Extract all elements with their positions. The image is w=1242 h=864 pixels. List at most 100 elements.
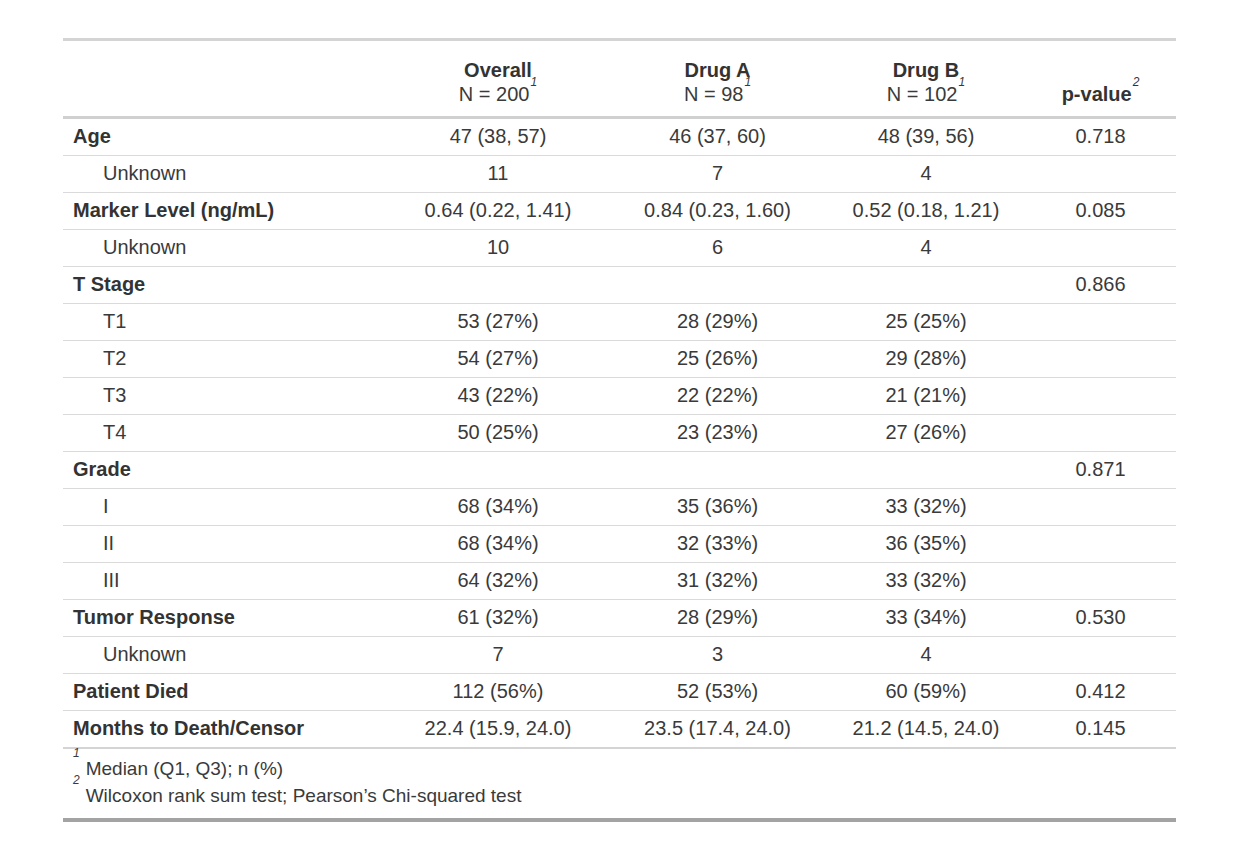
cell-drug_b xyxy=(827,267,1025,304)
cell-drug_b: 33 (32%) xyxy=(827,563,1025,600)
cell-drug_a: 23.5 (17.4, 24.0) xyxy=(608,711,827,749)
cell-drug_b: 48 (39, 56) xyxy=(827,118,1025,156)
cell-drug_b: 33 (34%) xyxy=(827,600,1025,637)
cell-drug_a: 7 xyxy=(608,156,827,193)
row-label: T3 xyxy=(63,378,388,415)
cell-drug_b: 60 (59%) xyxy=(827,674,1025,711)
cell-drug_a: 35 (36%) xyxy=(608,489,827,526)
table-row: Months to Death/Censor22.4 (15.9, 24.0)2… xyxy=(63,711,1176,749)
cell-overall: 68 (34%) xyxy=(388,489,608,526)
table-row: Grade0.871 xyxy=(63,452,1176,489)
cell-p_value: 0.145 xyxy=(1025,711,1176,749)
column-title-text: Drug B xyxy=(893,59,960,81)
table-row: I68 (34%)35 (36%)33 (32%) xyxy=(63,489,1176,526)
cell-p_value xyxy=(1025,637,1176,674)
cell-drug_b: 36 (35%) xyxy=(827,526,1025,563)
cell-p_value xyxy=(1025,563,1176,600)
cell-drug_b: 33 (32%) xyxy=(827,489,1025,526)
row-label: Months to Death/Censor xyxy=(63,711,388,749)
cell-p_value xyxy=(1025,230,1176,267)
cell-overall: 22.4 (15.9, 24.0) xyxy=(388,711,608,749)
table-row: T450 (25%)23 (23%)27 (26%) xyxy=(63,415,1176,452)
row-label: T1 xyxy=(63,304,388,341)
row-label: III xyxy=(63,563,388,600)
row-label: Tumor Response xyxy=(63,600,388,637)
header-row: OverallN = 2001Drug AN = 981Drug BN = 10… xyxy=(63,40,1176,118)
summary-table: OverallN = 2001Drug AN = 981Drug BN = 10… xyxy=(63,38,1176,822)
cell-drug_a: 22 (22%) xyxy=(608,378,827,415)
cell-drug_b: 0.52 (0.18, 1.21) xyxy=(827,193,1025,230)
cell-p_value: 0.412 xyxy=(1025,674,1176,711)
footnote: 1Median (Q1, Q3); n (%) xyxy=(73,755,1166,782)
cell-p_value xyxy=(1025,526,1176,563)
table-header: OverallN = 2001Drug AN = 981Drug BN = 10… xyxy=(63,40,1176,118)
cell-drug_a: 3 xyxy=(608,637,827,674)
row-label: Age xyxy=(63,118,388,156)
table-row: Marker Level (ng/mL)0.64 (0.22, 1.41)0.8… xyxy=(63,193,1176,230)
row-label: Unknown xyxy=(63,637,388,674)
column-subtitle: N = 2001 xyxy=(398,83,598,106)
row-label: T2 xyxy=(63,341,388,378)
cell-drug_b: 27 (26%) xyxy=(827,415,1025,452)
cell-overall: 47 (38, 57) xyxy=(388,118,608,156)
footnote-text: Median (Q1, Q3); n (%) xyxy=(86,758,283,779)
cell-p_value xyxy=(1025,304,1176,341)
column-header-drug_b: Drug BN = 1021 xyxy=(827,40,1025,118)
cell-drug_a: 46 (37, 60) xyxy=(608,118,827,156)
cell-drug_b: 21.2 (14.5, 24.0) xyxy=(827,711,1025,749)
cell-overall: 50 (25%) xyxy=(388,415,608,452)
cell-p_value: 0.530 xyxy=(1025,600,1176,637)
cell-drug_b: 4 xyxy=(827,230,1025,267)
column-subtitle: N = 1021 xyxy=(837,83,1015,106)
column-header-p_value: p-value2 xyxy=(1025,40,1176,118)
table-row: T254 (27%)25 (26%)29 (28%) xyxy=(63,341,1176,378)
table-row: Tumor Response61 (32%)28 (29%)33 (34%)0.… xyxy=(63,600,1176,637)
footnote-row: 1Median (Q1, Q3); n (%)2Wilcoxon rank su… xyxy=(63,748,1176,820)
footnote-mark: 1 xyxy=(744,75,751,89)
cell-p_value: 0.085 xyxy=(1025,193,1176,230)
cell-drug_a: 32 (33%) xyxy=(608,526,827,563)
footnote-mark: 1 xyxy=(530,75,537,89)
cell-p_value xyxy=(1025,415,1176,452)
cell-overall: 61 (32%) xyxy=(388,600,608,637)
table-footer: 1Median (Q1, Q3); n (%)2Wilcoxon rank su… xyxy=(63,748,1176,820)
footnote-text: Wilcoxon rank sum test; Pearson’s Chi-sq… xyxy=(86,785,522,806)
cell-drug_a: 28 (29%) xyxy=(608,304,827,341)
table-body: Age47 (38, 57)46 (37, 60)48 (39, 56)0.71… xyxy=(63,118,1176,749)
footnote-mark: 1 xyxy=(958,75,965,89)
row-label: Patient Died xyxy=(63,674,388,711)
table-row: Age47 (38, 57)46 (37, 60)48 (39, 56)0.71… xyxy=(63,118,1176,156)
table-row: T Stage0.866 xyxy=(63,267,1176,304)
cell-overall: 112 (56%) xyxy=(388,674,608,711)
cell-p_value xyxy=(1025,489,1176,526)
row-label: I xyxy=(63,489,388,526)
cell-overall: 11 xyxy=(388,156,608,193)
footnote-mark: 2 xyxy=(73,773,80,787)
column-title: Drug A xyxy=(618,59,817,82)
cell-p_value xyxy=(1025,156,1176,193)
row-label: T Stage xyxy=(63,267,388,304)
table-row: II68 (34%)32 (33%)36 (35%) xyxy=(63,526,1176,563)
row-label: Unknown xyxy=(63,156,388,193)
cell-overall: 54 (27%) xyxy=(388,341,608,378)
row-label: Grade xyxy=(63,452,388,489)
cell-overall: 53 (27%) xyxy=(388,304,608,341)
cell-drug_b xyxy=(827,452,1025,489)
cell-drug_b: 4 xyxy=(827,156,1025,193)
cell-overall: 64 (32%) xyxy=(388,563,608,600)
cell-drug_a: 28 (29%) xyxy=(608,600,827,637)
footnote-mark: 1 xyxy=(73,746,80,760)
cell-p_value: 0.718 xyxy=(1025,118,1176,156)
cell-overall xyxy=(388,452,608,489)
column-header-label xyxy=(63,40,388,118)
cell-overall: 43 (22%) xyxy=(388,378,608,415)
column-subtitle-text: N = 200 xyxy=(459,83,530,105)
cell-drug_a: 31 (32%) xyxy=(608,563,827,600)
summary-table-container: OverallN = 2001Drug AN = 981Drug BN = 10… xyxy=(63,38,1176,822)
column-title: Drug B xyxy=(837,59,1015,82)
row-label: Unknown xyxy=(63,230,388,267)
footnote-mark: 2 xyxy=(1133,75,1140,89)
column-title: p-value2 xyxy=(1035,83,1166,106)
cell-drug_b: 29 (28%) xyxy=(827,341,1025,378)
footnote-cell: 1Median (Q1, Q3); n (%)2Wilcoxon rank su… xyxy=(63,748,1176,820)
